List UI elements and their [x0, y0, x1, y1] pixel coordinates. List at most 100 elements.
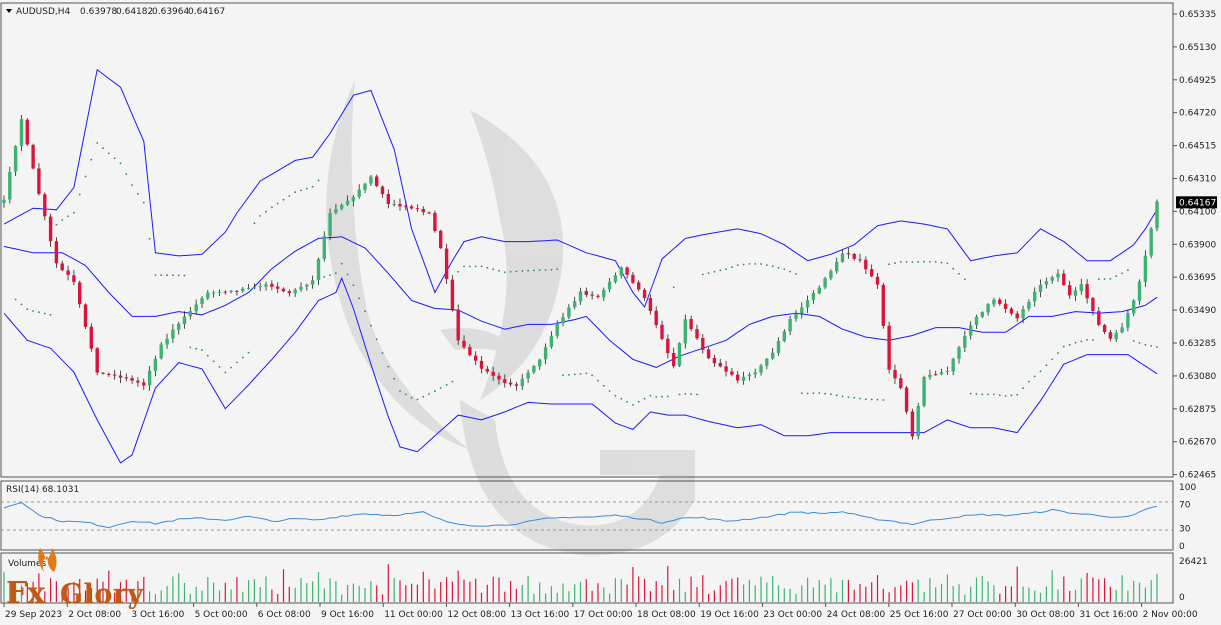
candle-body — [549, 335, 554, 347]
sar-dot — [276, 202, 279, 205]
candle-body — [66, 270, 70, 275]
sar-dot — [742, 263, 745, 266]
candle — [398, 198, 402, 211]
sar-dot — [765, 264, 768, 266]
sar-dot — [1039, 370, 1042, 373]
candle — [241, 287, 245, 293]
sar-dot — [719, 269, 722, 272]
sar-dot — [713, 270, 716, 273]
candle — [270, 280, 274, 291]
candle — [910, 408, 915, 440]
candle — [939, 368, 944, 376]
sar-dot — [1132, 340, 1135, 342]
symbol-header[interactable]: AUDUSD,H4 0.63978 0.64182 0.63964 0.6416… — [6, 7, 225, 17]
sar-dot — [777, 266, 780, 269]
candle-body — [631, 274, 635, 283]
candle — [497, 372, 501, 385]
candle — [1021, 305, 1025, 324]
candle-body — [270, 283, 274, 287]
sar-dot — [1080, 340, 1083, 343]
candle — [31, 143, 35, 170]
sar-dot — [172, 274, 174, 277]
sar-dot — [90, 158, 93, 161]
candle — [712, 354, 717, 367]
sar-dot — [20, 303, 23, 306]
candle — [200, 296, 204, 309]
sar-dot — [1033, 375, 1036, 378]
candle — [107, 372, 111, 377]
candle — [1009, 306, 1014, 316]
rsi-level-label: 0 — [1179, 542, 1185, 552]
candle-body — [281, 288, 286, 292]
sar-dot — [434, 390, 436, 393]
candle-body — [200, 298, 204, 304]
candle — [404, 201, 408, 211]
time-label: 13 Oct 16:00 — [511, 610, 570, 620]
candle-body — [514, 384, 519, 386]
candle-body — [54, 241, 59, 264]
candle — [1068, 280, 1072, 299]
candle — [375, 174, 379, 188]
candle — [602, 287, 606, 302]
candle-body — [765, 358, 769, 366]
candle — [881, 282, 885, 329]
sar-dot — [789, 270, 791, 273]
candle-body — [246, 288, 251, 290]
candle — [654, 306, 658, 329]
candle-body — [1050, 277, 1054, 281]
candle — [666, 334, 670, 359]
candle-body — [998, 299, 1002, 304]
candle-body — [409, 206, 414, 209]
sar-dot — [736, 264, 739, 266]
sar-dot — [661, 395, 663, 398]
dropdown-triangle-icon[interactable] — [6, 9, 12, 13]
rsi-indicator — [3, 502, 1158, 529]
candle — [1015, 310, 1019, 322]
sar-dot — [410, 396, 413, 399]
price-label: 0.64310 — [1179, 175, 1216, 185]
sar-dot — [993, 393, 995, 396]
sar-dot — [923, 260, 925, 263]
candle — [118, 370, 123, 384]
price-label: 0.62670 — [1179, 438, 1216, 448]
candle-body — [846, 253, 851, 255]
volumes-label: Volumes — [8, 559, 46, 569]
candle — [293, 288, 297, 297]
candle-body — [904, 387, 909, 412]
candle — [864, 256, 868, 274]
candle — [637, 280, 641, 292]
sar-dot — [1127, 269, 1129, 272]
sar-dot — [218, 366, 221, 368]
rsi-label: RSI(14) 68.1031 — [6, 485, 79, 495]
sar-dot — [934, 261, 937, 263]
sar-dot — [212, 360, 215, 363]
candle-body — [829, 271, 833, 279]
candle-body — [526, 372, 530, 379]
brand-fx: Fx — [6, 576, 46, 611]
candle-body — [415, 208, 420, 210]
sar-dot — [480, 265, 483, 268]
sar-dot — [637, 400, 640, 403]
candle-body — [887, 325, 891, 370]
candle — [840, 249, 845, 263]
volume-zero-label: 0 — [1179, 593, 1185, 603]
candle — [147, 366, 152, 391]
candle — [1155, 199, 1159, 232]
candle-body — [561, 317, 565, 324]
candle — [83, 303, 88, 329]
candle — [54, 237, 59, 268]
candle — [578, 287, 583, 305]
time-label: 23 Oct 00:00 — [763, 610, 822, 620]
candle-body — [345, 200, 350, 205]
time-label: 2 Nov 00:00 — [1143, 610, 1198, 620]
sar-dot — [311, 185, 314, 188]
candle-body — [497, 375, 501, 380]
candle — [683, 314, 687, 349]
candle — [386, 189, 390, 209]
candle-body — [660, 324, 664, 339]
candle-body — [177, 323, 181, 330]
low-price: 0.63964 — [152, 7, 189, 17]
rsi-panel-frame — [0, 480, 1174, 551]
candle-body — [334, 209, 338, 213]
candle-body — [666, 338, 670, 354]
